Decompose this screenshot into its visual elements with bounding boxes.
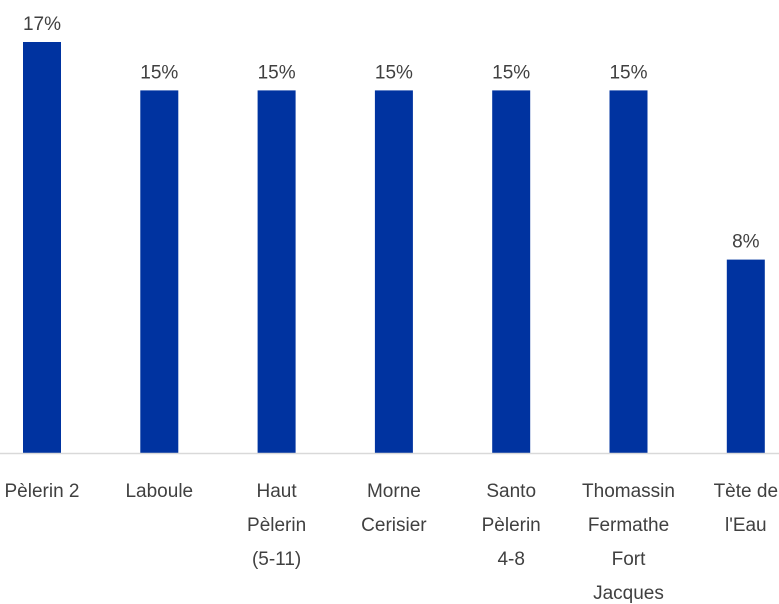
category-label: Laboule bbox=[125, 481, 193, 502]
category-label: Jacques bbox=[593, 583, 664, 604]
bar bbox=[23, 42, 61, 453]
category-label: (5-11) bbox=[252, 549, 301, 570]
bars-group bbox=[23, 42, 765, 454]
category-label: Fermathe bbox=[588, 515, 669, 536]
category-label: 4-8 bbox=[497, 549, 524, 570]
category-label: Haut bbox=[257, 481, 298, 502]
data-label: 8% bbox=[732, 232, 760, 253]
category-label: Santo bbox=[486, 481, 536, 502]
data-label: 15% bbox=[140, 62, 178, 83]
category-label: Tète de bbox=[714, 481, 778, 502]
value-labels-group: 17% 15% 15% 15% 15% 15% 8% bbox=[23, 14, 760, 253]
bar bbox=[726, 259, 765, 453]
data-label: 15% bbox=[375, 62, 413, 83]
category-label: Thomassin bbox=[582, 481, 675, 502]
category-label: l'Eau bbox=[725, 515, 767, 536]
data-label: 15% bbox=[492, 62, 530, 83]
category-labels-group: Pèlerin 2 Laboule Haut Pèlerin (5-11) Morne Ce… bbox=[5, 481, 779, 604]
data-label: 15% bbox=[609, 62, 647, 83]
category-label: Pèlerin bbox=[482, 515, 541, 536]
category-label: Cerisier bbox=[361, 515, 427, 536]
category-label: Pèlerin 2 bbox=[5, 481, 80, 502]
data-label: 15% bbox=[258, 62, 296, 83]
category-label: Fort bbox=[612, 549, 647, 570]
bar bbox=[257, 90, 296, 454]
category-label: Pèlerin bbox=[247, 515, 306, 536]
bar bbox=[140, 90, 179, 454]
bar bbox=[609, 90, 648, 454]
bar bbox=[492, 90, 531, 454]
category-label: Morne bbox=[367, 481, 421, 502]
data-label: 17% bbox=[23, 14, 61, 35]
bar bbox=[374, 90, 413, 454]
